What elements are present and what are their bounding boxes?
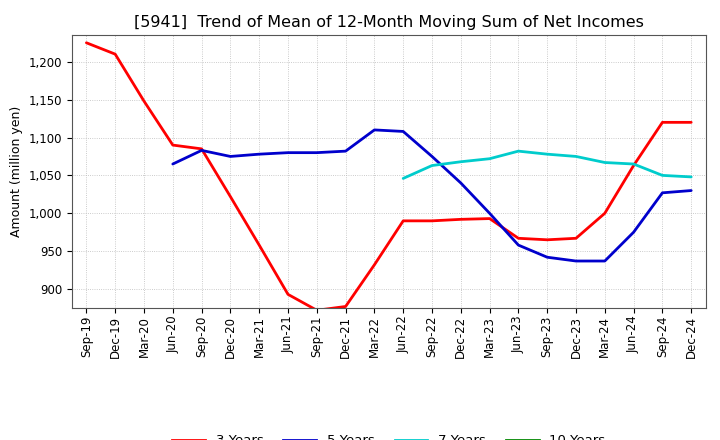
Line: 5 Years: 5 Years — [173, 130, 691, 261]
3 Years — [312, 308, 321, 313]
3 Years — [370, 262, 379, 268]
3 Years — [456, 217, 465, 222]
3 Years — [543, 237, 552, 242]
3 Years — [226, 194, 235, 199]
7 Years — [629, 161, 638, 167]
3 Years — [284, 292, 292, 297]
3 Years — [255, 242, 264, 248]
5 Years — [399, 129, 408, 134]
7 Years — [572, 154, 580, 159]
5 Years — [600, 258, 609, 264]
3 Years — [111, 51, 120, 57]
5 Years — [312, 150, 321, 155]
Y-axis label: Amount (million yen): Amount (million yen) — [10, 106, 23, 237]
5 Years — [456, 180, 465, 186]
7 Years — [687, 174, 696, 180]
5 Years — [572, 258, 580, 264]
3 Years — [341, 304, 350, 309]
Legend: 3 Years, 5 Years, 7 Years, 10 Years: 3 Years, 5 Years, 7 Years, 10 Years — [167, 429, 611, 440]
5 Years — [543, 255, 552, 260]
3 Years — [687, 120, 696, 125]
5 Years — [255, 151, 264, 157]
5 Years — [226, 154, 235, 159]
5 Years — [370, 127, 379, 132]
3 Years — [600, 211, 609, 216]
3 Years — [399, 218, 408, 224]
5 Years — [514, 242, 523, 248]
7 Years — [658, 173, 667, 178]
3 Years — [485, 216, 494, 221]
7 Years — [543, 151, 552, 157]
3 Years — [629, 163, 638, 168]
3 Years — [658, 120, 667, 125]
3 Years — [168, 143, 177, 148]
7 Years — [456, 159, 465, 165]
3 Years — [197, 146, 206, 151]
5 Years — [168, 161, 177, 167]
3 Years — [572, 236, 580, 241]
5 Years — [485, 211, 494, 216]
3 Years — [140, 99, 148, 104]
7 Years — [600, 160, 609, 165]
3 Years — [514, 236, 523, 241]
Title: [5941]  Trend of Mean of 12-Month Moving Sum of Net Incomes: [5941] Trend of Mean of 12-Month Moving … — [134, 15, 644, 30]
3 Years — [82, 40, 91, 45]
Line: 3 Years: 3 Years — [86, 43, 691, 310]
5 Years — [658, 190, 667, 195]
5 Years — [284, 150, 292, 155]
7 Years — [428, 163, 436, 168]
3 Years — [428, 218, 436, 224]
5 Years — [341, 149, 350, 154]
5 Years — [687, 188, 696, 193]
5 Years — [428, 154, 436, 159]
7 Years — [399, 176, 408, 181]
Line: 7 Years: 7 Years — [403, 151, 691, 179]
5 Years — [629, 230, 638, 235]
7 Years — [485, 156, 494, 161]
7 Years — [514, 149, 523, 154]
5 Years — [197, 148, 206, 153]
